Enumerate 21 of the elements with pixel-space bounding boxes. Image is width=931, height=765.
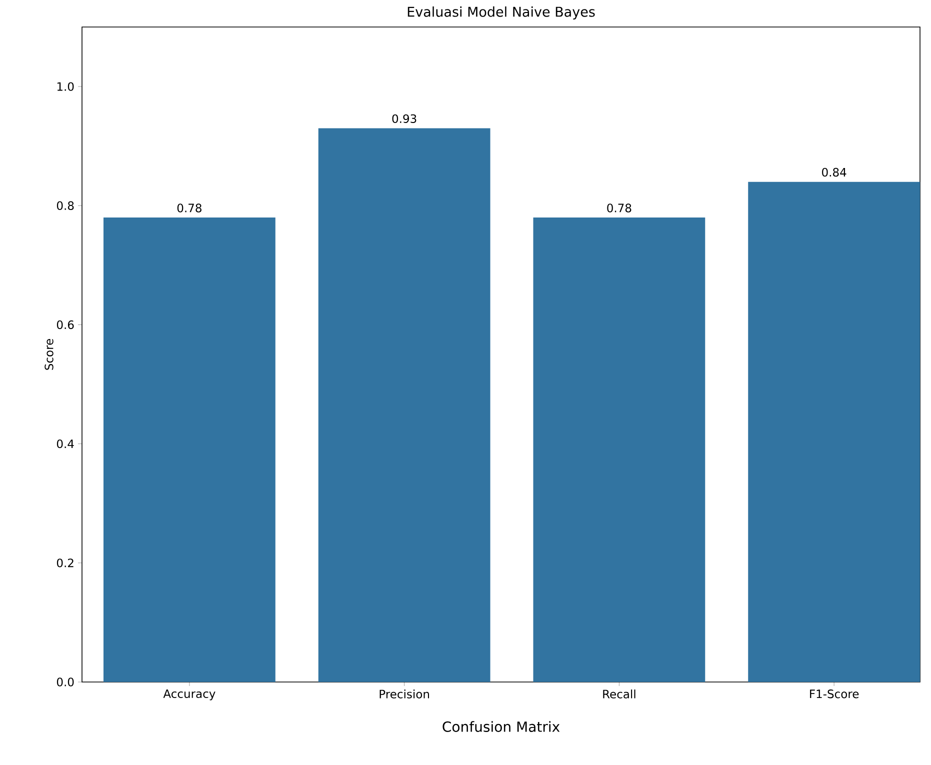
- data-label: 0.78: [607, 204, 632, 212]
- y-tick-label: 1.0: [57, 82, 74, 91]
- data-label: 0.78: [177, 204, 202, 212]
- y-tick-label: 0.6: [56, 320, 74, 330]
- bar: [748, 182, 920, 682]
- y-tick-label: 0.8: [56, 201, 74, 210]
- y-axis-title: Score: [44, 338, 54, 370]
- x-tick-label: F1-Score: [810, 690, 859, 698]
- y-tick-label: 0.0: [56, 678, 74, 686]
- x-tick-label: Precision: [380, 690, 429, 698]
- y-tick-label: 0.2: [56, 558, 74, 568]
- bar: [103, 218, 276, 682]
- data-label: 0.84: [822, 168, 846, 177]
- chart-title: Evaluasi Model Naive Bayes: [408, 6, 595, 20]
- x-tick-label: Accuracy: [163, 690, 216, 700]
- bar: [533, 218, 706, 682]
- bar: [318, 128, 490, 682]
- x-tick-label: Recall: [603, 690, 636, 698]
- data-label: 0.93: [392, 114, 416, 124]
- y-tick-label: 0.4: [56, 439, 74, 448]
- x-axis-title: Confusion Matrix: [442, 721, 560, 732]
